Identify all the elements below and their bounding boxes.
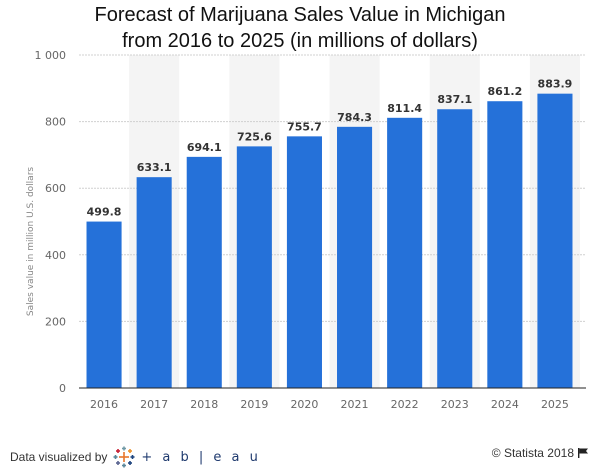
statista-copyright[interactable]: © Statista 2018 — [492, 446, 588, 460]
bar-2017[interactable] — [136, 177, 172, 388]
bar-2020[interactable] — [286, 136, 322, 388]
data-label: 883.9 — [538, 78, 573, 91]
tableau-wordmark: + a b | e a u — [141, 449, 261, 465]
copyright-text: © Statista 2018 — [491, 446, 574, 460]
x-tick-label: 2016 — [90, 398, 118, 411]
x-tick-label: 2020 — [290, 398, 318, 411]
bar-2022[interactable] — [387, 117, 423, 388]
y-tick-label: 600 — [45, 182, 66, 195]
bar-2019[interactable] — [236, 146, 272, 388]
flag-icon[interactable] — [578, 448, 588, 458]
bar-2021[interactable] — [337, 126, 373, 389]
visualized-by-text: Data visualized by — [10, 450, 108, 464]
y-tick-label: 200 — [45, 315, 66, 328]
y-axis-label: Sales value in million U.S. dollars — [26, 167, 36, 316]
data-label: 784.3 — [337, 111, 372, 124]
bar-2016[interactable] — [86, 221, 122, 388]
chart-title-line-1: Forecast of Marijuana Sales Value in Mic… — [94, 4, 506, 26]
data-label: 633.1 — [137, 161, 172, 174]
x-tick-label: 2017 — [140, 398, 168, 411]
data-label: 837.1 — [437, 93, 472, 106]
data-label: 755.7 — [287, 120, 322, 133]
y-tick-label: 800 — [45, 116, 66, 129]
y-axis-ticks: 0 200 400 600 800 1 000 — [35, 49, 67, 395]
bar-2024[interactable] — [487, 101, 523, 388]
tableau-attribution[interactable]: Data visualized by + a b | e a u — [10, 446, 261, 468]
x-tick-label: 2025 — [541, 398, 569, 411]
y-tick-label: 1 000 — [35, 49, 67, 62]
y-tick-label: 0 — [59, 382, 66, 395]
x-tick-label: 2022 — [391, 398, 419, 411]
bars — [86, 93, 573, 389]
x-axis-ticks: 2016 2017 2018 2019 2020 2021 2022 2023 2024 2025 — [90, 398, 569, 411]
bar-2025[interactable] — [537, 93, 573, 388]
chart-title-line-2: from 2016 to 2025 (in millions of dollar… — [122, 30, 478, 52]
data-label: 861.2 — [487, 85, 522, 98]
chart-title: Forecast of Marijuana Sales Value in Mic… — [0, 2, 600, 54]
data-labels: 499.8 633.1 694.1 725.6 755.7 784.3 811.4 837.1… — [87, 78, 573, 219]
tableau-logo-icon — [113, 446, 135, 468]
bar-2018[interactable] — [186, 156, 222, 388]
data-label: 694.1 — [187, 141, 222, 154]
bar-2023[interactable] — [437, 109, 473, 388]
data-label: 725.6 — [237, 130, 272, 143]
data-label: 811.4 — [387, 102, 422, 115]
bar-chart: 0 200 400 600 800 1 000 499.8 633.1 694.1 725.6 7… — [26, 49, 586, 411]
x-tick-label: 2021 — [341, 398, 369, 411]
x-tick-label: 2018 — [190, 398, 218, 411]
data-label: 499.8 — [87, 206, 122, 219]
y-tick-label: 400 — [45, 249, 66, 262]
x-tick-label: 2019 — [240, 398, 268, 411]
x-tick-label: 2024 — [491, 398, 519, 411]
x-tick-label: 2023 — [441, 398, 469, 411]
